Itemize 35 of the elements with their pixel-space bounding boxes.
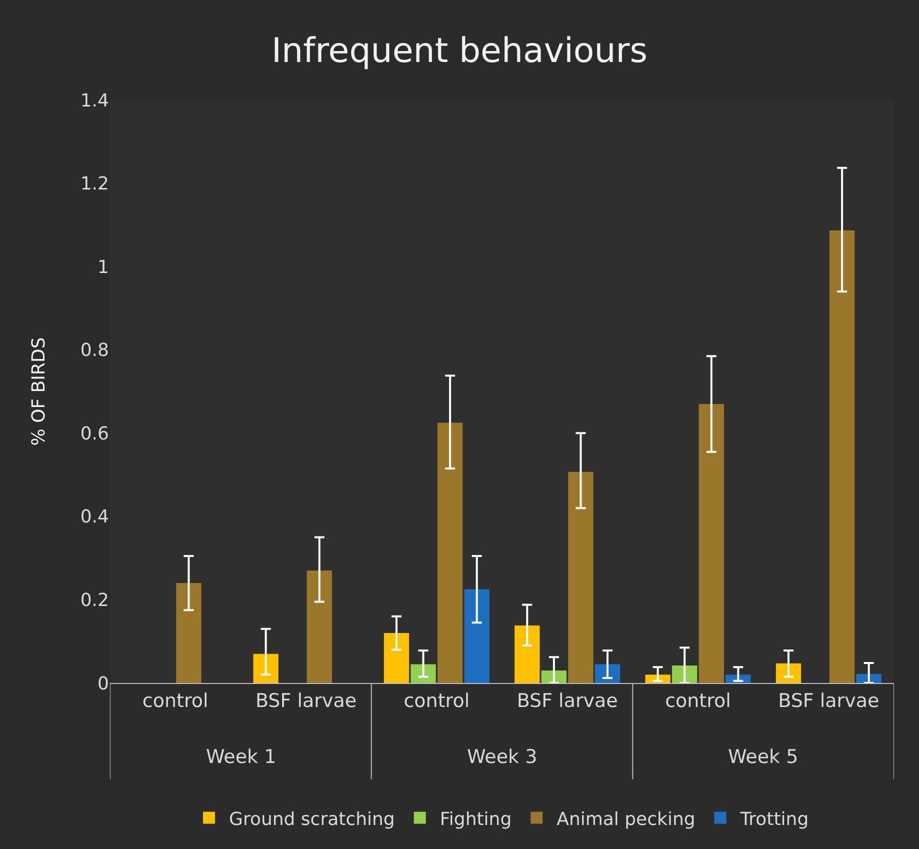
bar bbox=[698, 404, 724, 683]
y-tick-label: 1.2 bbox=[80, 174, 109, 195]
legend-label: Ground scratching bbox=[229, 808, 395, 830]
y-tick-label: 0.2 bbox=[80, 590, 109, 612]
y-tick-label: 0 bbox=[98, 673, 109, 694]
x-tick-label: BSF larvae bbox=[516, 690, 618, 712]
x-tick-label: control bbox=[665, 690, 731, 712]
legend-label: Trotting bbox=[739, 808, 809, 830]
y-tick-label: 0.8 bbox=[80, 340, 109, 362]
x-tick-label: BSF larvae bbox=[778, 690, 880, 712]
legend-label: Fighting bbox=[440, 808, 512, 830]
bar bbox=[306, 570, 332, 683]
text: Week 1 bbox=[206, 746, 276, 768]
bar bbox=[253, 654, 278, 683]
legend-label: Animal pecking bbox=[556, 808, 696, 830]
bar bbox=[672, 666, 698, 683]
y-tick-label: 1 bbox=[98, 256, 109, 278]
bar bbox=[410, 664, 436, 683]
bar bbox=[514, 626, 540, 683]
x-tick-label: control bbox=[142, 690, 208, 712]
bar bbox=[437, 422, 463, 683]
bar bbox=[176, 583, 202, 683]
x-tick-label: BSF larvae bbox=[255, 690, 357, 712]
y-tick-label: 0.6 bbox=[80, 423, 109, 444]
y-axis-title: % OF BIRDS bbox=[28, 337, 50, 446]
y-tick-label: 0.4 bbox=[80, 506, 109, 528]
bar bbox=[829, 230, 855, 683]
y-tick-label: 1.4 bbox=[80, 90, 109, 112]
bar bbox=[464, 589, 490, 683]
text: Week 3 bbox=[467, 746, 538, 768]
text: Week 5 bbox=[728, 746, 798, 768]
chart-title: Infrequent behaviours bbox=[272, 31, 648, 72]
x-tick-label: control bbox=[404, 690, 470, 712]
bar bbox=[568, 472, 594, 683]
bar bbox=[384, 633, 410, 683]
